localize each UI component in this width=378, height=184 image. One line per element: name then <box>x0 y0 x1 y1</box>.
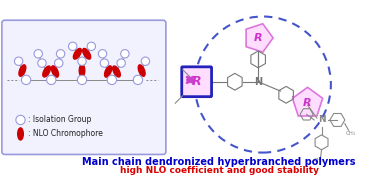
Text: CH₃: CH₃ <box>314 158 324 162</box>
FancyArrowPatch shape <box>187 77 193 83</box>
Circle shape <box>34 50 42 58</box>
Ellipse shape <box>83 48 91 59</box>
Circle shape <box>121 50 129 58</box>
Circle shape <box>68 42 77 51</box>
Ellipse shape <box>43 66 50 77</box>
FancyBboxPatch shape <box>2 20 166 154</box>
Circle shape <box>78 57 86 66</box>
Circle shape <box>100 59 108 67</box>
Circle shape <box>16 115 25 125</box>
Text: : Isolation Group: : Isolation Group <box>28 116 91 124</box>
Circle shape <box>117 59 125 67</box>
Circle shape <box>87 42 96 51</box>
Circle shape <box>77 75 87 84</box>
Ellipse shape <box>105 66 112 77</box>
FancyBboxPatch shape <box>182 67 212 97</box>
Text: N: N <box>254 77 262 87</box>
Circle shape <box>133 75 143 84</box>
Text: R: R <box>254 33 262 43</box>
Text: high NLO coefficient and good stability: high NLO coefficient and good stability <box>119 166 319 175</box>
Ellipse shape <box>18 128 23 140</box>
Text: : NLO Chromophore: : NLO Chromophore <box>28 129 103 138</box>
Ellipse shape <box>51 66 59 77</box>
Circle shape <box>107 75 116 84</box>
Circle shape <box>46 75 56 84</box>
Circle shape <box>38 59 46 67</box>
Ellipse shape <box>79 65 85 77</box>
Polygon shape <box>246 24 273 52</box>
Text: R: R <box>192 75 201 88</box>
Ellipse shape <box>138 65 145 76</box>
Circle shape <box>22 75 31 84</box>
Ellipse shape <box>73 48 81 59</box>
Ellipse shape <box>113 66 120 77</box>
Circle shape <box>141 57 150 66</box>
Text: N: N <box>318 116 325 124</box>
Text: CH₃: CH₃ <box>345 130 355 135</box>
Polygon shape <box>293 87 323 116</box>
Circle shape <box>98 50 107 58</box>
Circle shape <box>54 59 63 67</box>
Text: R: R <box>303 98 312 108</box>
Ellipse shape <box>19 65 26 76</box>
Circle shape <box>56 50 65 58</box>
Text: Main chain dendronized hyperbranched polymers: Main chain dendronized hyperbranched pol… <box>82 157 356 167</box>
Circle shape <box>14 57 23 66</box>
